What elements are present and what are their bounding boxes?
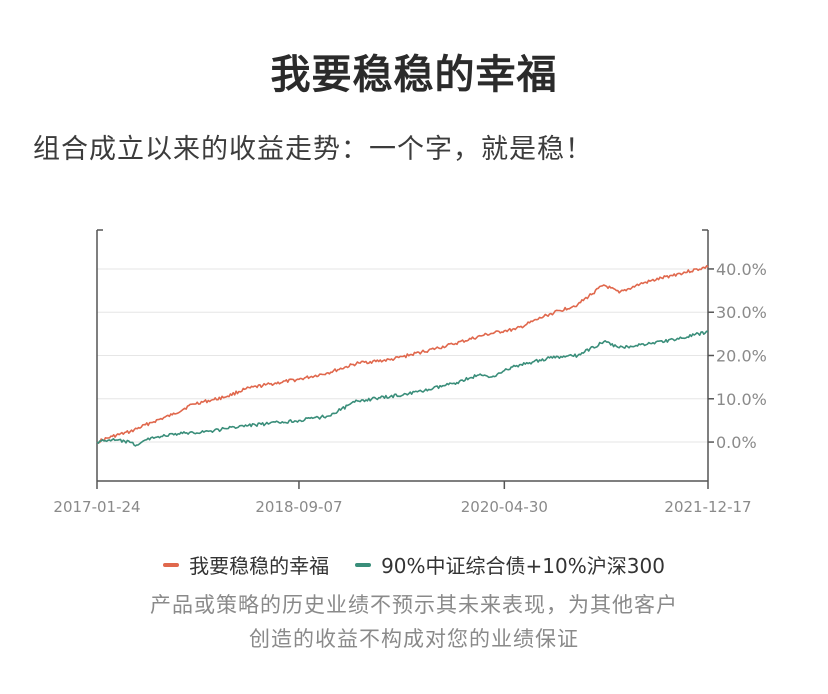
page-title: 我要稳稳的幸福 [270, 52, 558, 98]
x-tick-label: 2018-09-07 [255, 498, 342, 516]
line-chart: 0.0% 10.0% 20.0% 30.0% 40.0% 2017-01-24 2018-0… [53, 229, 767, 516]
chart-subtitle: 组合成立以来的收益走势：一个字，就是稳！ [33, 134, 593, 165]
legend-item-benchmark[interactable]: 90%中证综合债+10%沪深300 [355, 550, 665, 579]
y-tick-label: 20.0% [716, 347, 767, 366]
series-line-benchmark [96, 330, 709, 447]
legend-label-portfolio: 我要稳稳的幸福 [189, 554, 330, 578]
y-tick-label: 10.0% [716, 390, 767, 409]
x-tick-label: 2021-12-17 [664, 498, 751, 516]
chart-legend: 我要稳稳的幸福 90%中证综合债+10%沪深300 [0, 550, 828, 579]
y-tick-label: 0.0% [716, 433, 757, 452]
legend-label-benchmark: 90%中证综合债+10%沪深300 [381, 554, 665, 578]
y-tick-label: 40.0% [716, 260, 767, 279]
x-tick-label: 2017-01-24 [53, 498, 140, 516]
series-line-portfolio [96, 265, 709, 444]
x-tick-label: 2020-04-30 [461, 498, 548, 516]
legend-item-portfolio[interactable]: 我要稳稳的幸福 [163, 550, 329, 579]
legend-swatch-benchmark [355, 562, 372, 567]
chart-container: 0.0% 10.0% 20.0% 30.0% 40.0% 2017-01-24 2018-0… [0, 210, 828, 530]
y-tick-label: 30.0% [716, 303, 767, 322]
legend-swatch-portfolio [163, 562, 180, 567]
disclaimer-line-2: 创造的收益不构成对您的业绩保证 [249, 627, 579, 651]
disclaimer-line-1: 产品或策略的历史业绩不预示其未来表现，为其他客户 [150, 593, 678, 617]
disclaimer: 产品或策略的历史业绩不预示其未来表现，为其他客户 创造的收益不构成对您的业绩保证 [0, 588, 828, 656]
